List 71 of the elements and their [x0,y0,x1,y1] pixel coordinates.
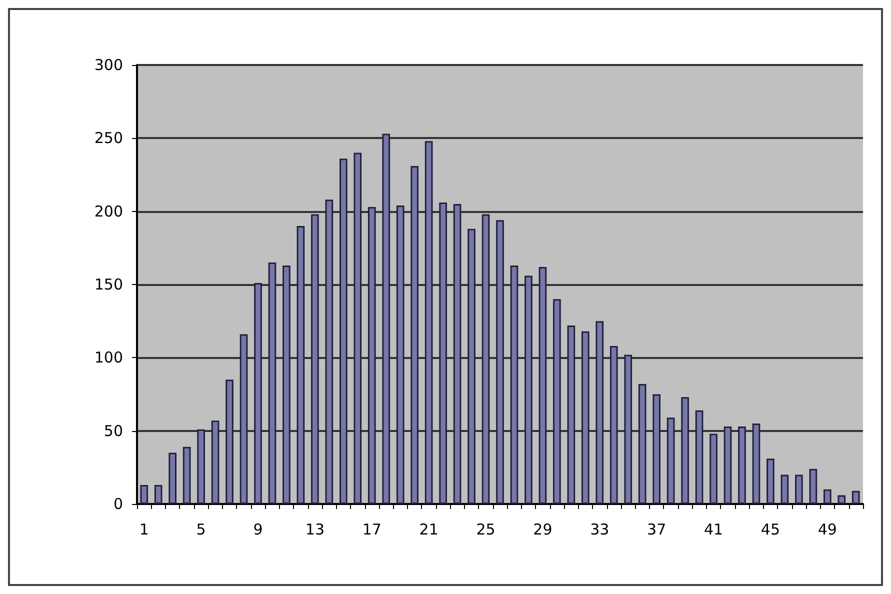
bar [154,484,162,504]
bar [553,299,561,504]
y-tick-label: 0 [113,495,123,513]
bar [567,325,576,504]
x-tick-label: 21 [419,520,438,538]
bar [254,283,262,504]
bar [468,228,476,504]
y-tick-label: 150 [94,276,123,294]
bar [852,490,860,504]
x-tick-label: 49 [818,520,837,538]
y-tick-label: 300 [94,56,123,74]
bar [311,214,319,504]
bar [681,397,689,504]
bar [382,134,390,504]
bar [182,446,191,504]
bar [695,410,704,504]
bar [296,226,305,504]
x-tick-label: 37 [647,520,666,538]
bar [738,426,746,504]
x-tick-label: 17 [362,520,382,538]
bar [410,166,419,504]
y-tick-label: 200 [94,202,123,220]
y-tick-label: 50 [104,422,123,440]
bar [538,266,547,504]
bar [809,468,818,504]
bar [596,321,604,504]
x-tick-label: 29 [533,520,552,538]
bar [211,420,220,504]
x-tick-label: 1 [139,520,149,538]
x-tick-label: 13 [305,520,324,538]
bar [368,206,376,504]
bar [140,484,148,504]
bar [482,214,490,504]
bar [795,474,803,504]
y-tick-label: 100 [94,348,123,367]
bar [282,265,290,504]
bar [439,202,447,504]
bar [652,394,661,504]
bar [638,384,646,504]
bar [780,474,789,504]
x-tick-label: 5 [196,520,206,538]
x-tick-label: 9 [253,520,263,538]
bar [624,354,632,504]
bar [510,265,518,504]
bar [666,418,675,504]
bar [710,434,718,504]
bar [226,380,234,504]
bar [581,331,590,504]
x-tick-label: 25 [476,520,496,538]
bar [424,141,433,504]
bar [197,429,205,504]
bar [453,204,462,504]
bar [168,452,177,504]
bar [823,489,832,504]
bar [838,495,846,504]
bar [524,276,532,504]
x-tick-label: 41 [704,520,724,538]
y-tick-label: 250 [94,129,123,148]
bar [396,205,404,504]
bar [339,158,348,504]
bar [240,334,248,504]
x-tick-label: 45 [760,520,780,538]
x-tick-label: 33 [590,520,610,538]
bar [766,458,774,504]
bar [496,220,504,504]
bar [325,200,334,504]
bar [724,426,732,504]
bar [268,262,276,504]
bar [752,424,760,504]
bar [354,152,362,504]
bar [610,346,618,504]
